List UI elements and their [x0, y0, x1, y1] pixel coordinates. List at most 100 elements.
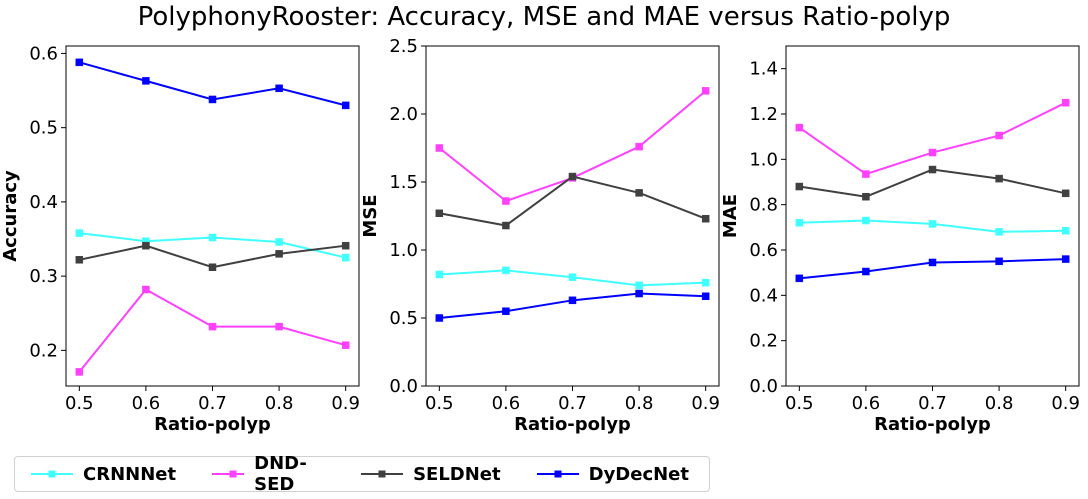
data-point-dydecnet — [275, 84, 283, 93]
y-tick-label: 0.0 — [749, 376, 778, 397]
x-tick-label: 0.8 — [265, 393, 294, 414]
legend: CRNNNet DND-SED SELDNet DyDecNet — [14, 453, 710, 495]
x-tick-label: 0.7 — [558, 393, 587, 414]
series-dydecnet — [75, 58, 350, 110]
data-point-crnnnet — [701, 278, 710, 287]
legend-label: CRNNNet — [83, 463, 177, 485]
y-tick-label: 0.5 — [29, 118, 58, 139]
data-point-crnnnet — [502, 266, 510, 275]
data-point-seldnet — [862, 192, 870, 201]
data-point-dydecnet — [862, 267, 870, 276]
y-axis-label: Accuracy — [0, 170, 21, 262]
y-axis-label: MSE — [360, 194, 381, 237]
data-point-dydecnet — [502, 307, 510, 315]
data-point-dnd-sed — [995, 131, 1003, 140]
series-crnnnet — [795, 216, 1070, 236]
series-dnd-sed — [75, 285, 350, 376]
legend-item-dnd-sed: DND-SED — [212, 453, 325, 495]
series-dnd-sed — [435, 87, 710, 205]
legend-marker — [378, 470, 386, 478]
legend-swatch-crnnnet — [31, 470, 73, 478]
data-point-crnnnet — [995, 228, 1003, 236]
y-tick-label: 0.2 — [749, 331, 778, 352]
x-tick-label: 0.5 — [785, 393, 814, 414]
x-tick-label: 0.9 — [331, 393, 360, 414]
data-point-dnd-sed — [635, 142, 643, 151]
legend-marker — [229, 470, 237, 478]
series-seldnet — [435, 172, 710, 230]
y-tick-label: 0.6 — [749, 240, 778, 261]
y-tick-label: 1.2 — [749, 104, 778, 125]
data-point-crnnnet — [435, 270, 444, 279]
data-point-dydecnet — [701, 292, 710, 300]
data-point-seldnet — [635, 189, 643, 197]
x-axis-label: Ratio-polyp — [154, 414, 271, 435]
data-point-crnnnet — [795, 219, 804, 227]
subplot-mae: 0.5 0.6 0.7 0.8 0.9 0.0 0.2 0.4 0.6 0.8 1.0 1.2 1.4 R… — [720, 45, 1080, 435]
data-point-dnd-sed — [701, 87, 710, 95]
y-tick-label: 1.4 — [749, 59, 778, 80]
data-point-dnd-sed — [502, 197, 510, 205]
legend-swatch-dydecnet — [536, 470, 579, 478]
data-point-seldnet — [795, 182, 804, 191]
data-point-seldnet — [435, 209, 444, 218]
data-point-seldnet — [568, 172, 577, 181]
data-point-dydecnet — [341, 101, 350, 110]
x-tick-label: 0.8 — [625, 393, 654, 414]
data-point-seldnet — [995, 174, 1003, 183]
y-axis-label: MAE — [720, 194, 741, 238]
legend-label: DyDecNet — [588, 463, 689, 485]
legend-swatch-seldnet — [361, 470, 404, 478]
data-point-crnnnet — [862, 216, 870, 225]
data-point-seldnet — [208, 263, 217, 271]
legend-marker — [554, 470, 562, 478]
data-point-dnd-sed — [435, 144, 444, 152]
data-point-dydecnet — [208, 95, 217, 104]
data-point-crnnnet — [75, 229, 84, 237]
series-dnd-sed — [795, 98, 1070, 178]
y-tick-label: 0.5 — [389, 308, 418, 329]
data-point-dydecnet — [1061, 255, 1070, 263]
x-tick-label: 0.5 — [425, 393, 454, 414]
legend-swatch-dnd-sed — [212, 470, 245, 478]
x-tick-label: 0.7 — [918, 393, 947, 414]
y-tick-label: 0.0 — [389, 376, 418, 397]
x-tick-label: 0.6 — [852, 393, 881, 414]
x-tick-label: 0.7 — [198, 393, 227, 414]
data-point-dnd-sed — [1061, 98, 1070, 107]
data-point-crnnnet — [928, 220, 937, 228]
series-seldnet — [75, 241, 350, 271]
data-point-dydecnet — [995, 257, 1003, 266]
series-line-seldnet — [799, 168, 1066, 198]
legend-item-crnnnet: CRNNNet — [31, 464, 176, 485]
data-point-dnd-sed — [275, 322, 283, 331]
y-tick-label: 0.8 — [749, 195, 778, 216]
series-dydecnet — [795, 255, 1070, 283]
plots-canvas: 0.5 0.6 0.7 0.8 0.90.20.30.40.50.6Ratio-poly… — [0, 36, 1080, 435]
data-point-crnnnet — [1061, 226, 1070, 235]
data-point-seldnet — [275, 250, 283, 258]
data-point-seldnet — [1061, 189, 1070, 198]
x-tick-label: 0.9 — [691, 393, 720, 414]
legend-label: SELDNet — [413, 463, 501, 485]
data-point-dnd-sed — [795, 123, 804, 132]
data-point-seldnet — [502, 221, 510, 230]
data-point-dydecnet — [568, 296, 577, 305]
data-point-crnnnet — [208, 233, 217, 242]
data-point-dnd-sed — [208, 322, 217, 331]
data-point-dnd-sed — [928, 148, 937, 157]
x-tick-label: 0.6 — [132, 393, 161, 414]
axes-frame — [785, 45, 1080, 387]
x-tick-label: 0.6 — [492, 393, 521, 414]
subplot-accuracy: 0.5 0.6 0.7 0.8 0.90.20.30.40.50.6Ratio-poly… — [0, 43, 360, 435]
subplot-mse: 0.5 0.6 0.7 0.8 0.9 0.0 0.5 1.0 1.5 2.0 2.5 Ratio-p… — [360, 36, 720, 435]
x-tick-label: 0.5 — [65, 393, 94, 414]
y-tick-label: 0.4 — [29, 192, 58, 213]
x-tick-label: 0.9 — [1051, 393, 1080, 414]
x-axis-label: Ratio-polyp — [874, 414, 991, 435]
data-point-dydecnet — [635, 289, 643, 298]
y-tick-label: 0.3 — [29, 266, 58, 287]
y-tick-label: 2.5 — [389, 36, 418, 57]
data-point-seldnet — [75, 256, 84, 264]
x-tick-label: 0.8 — [985, 393, 1014, 414]
